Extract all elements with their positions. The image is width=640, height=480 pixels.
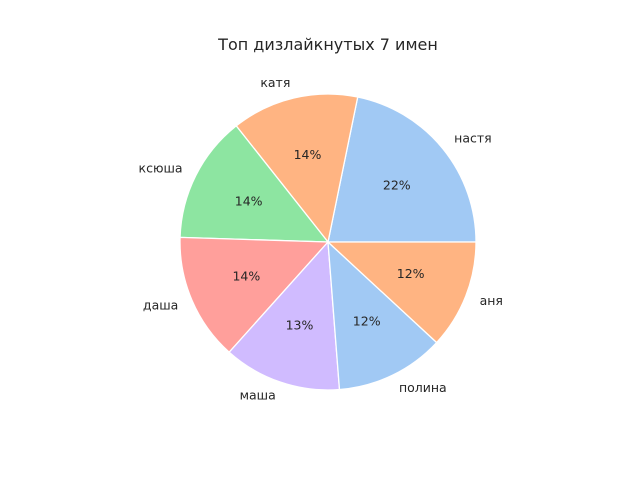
- pie-slice-4: [179, 236, 329, 353]
- slice-label: маша: [240, 388, 276, 403]
- slice-label: полина: [399, 380, 447, 395]
- slice-label: аня: [480, 293, 503, 308]
- percent-label: 13%: [286, 318, 314, 333]
- slice-label: даша: [143, 298, 178, 313]
- chart-title: Топ дизлайкнутых 7 имен: [217, 35, 438, 54]
- pie-slice-6: [327, 241, 438, 391]
- percent-label: 14%: [235, 194, 263, 209]
- pie-slice-2: [235, 93, 359, 243]
- pie-slice-3: [179, 125, 329, 243]
- slice-label: настя: [454, 131, 492, 146]
- slice-label: ксюша: [139, 160, 183, 175]
- slice-label: катя: [260, 75, 290, 90]
- percent-label: 12%: [397, 266, 425, 281]
- pie-slice-1: [327, 96, 477, 243]
- percent-labels: 22% 14% 14% 14% 13% 12% 12%: [232, 147, 424, 333]
- slice-labels: настя катя ксюша даша маша полина аня: [139, 75, 503, 403]
- pie-slices: [179, 93, 477, 391]
- pie-slice-7: [327, 241, 477, 344]
- percent-label: 12%: [353, 313, 381, 328]
- percent-label: 14%: [294, 147, 322, 162]
- pie-slice-5: [228, 241, 341, 391]
- percent-label: 22%: [383, 177, 411, 192]
- percent-label: 14%: [232, 268, 260, 283]
